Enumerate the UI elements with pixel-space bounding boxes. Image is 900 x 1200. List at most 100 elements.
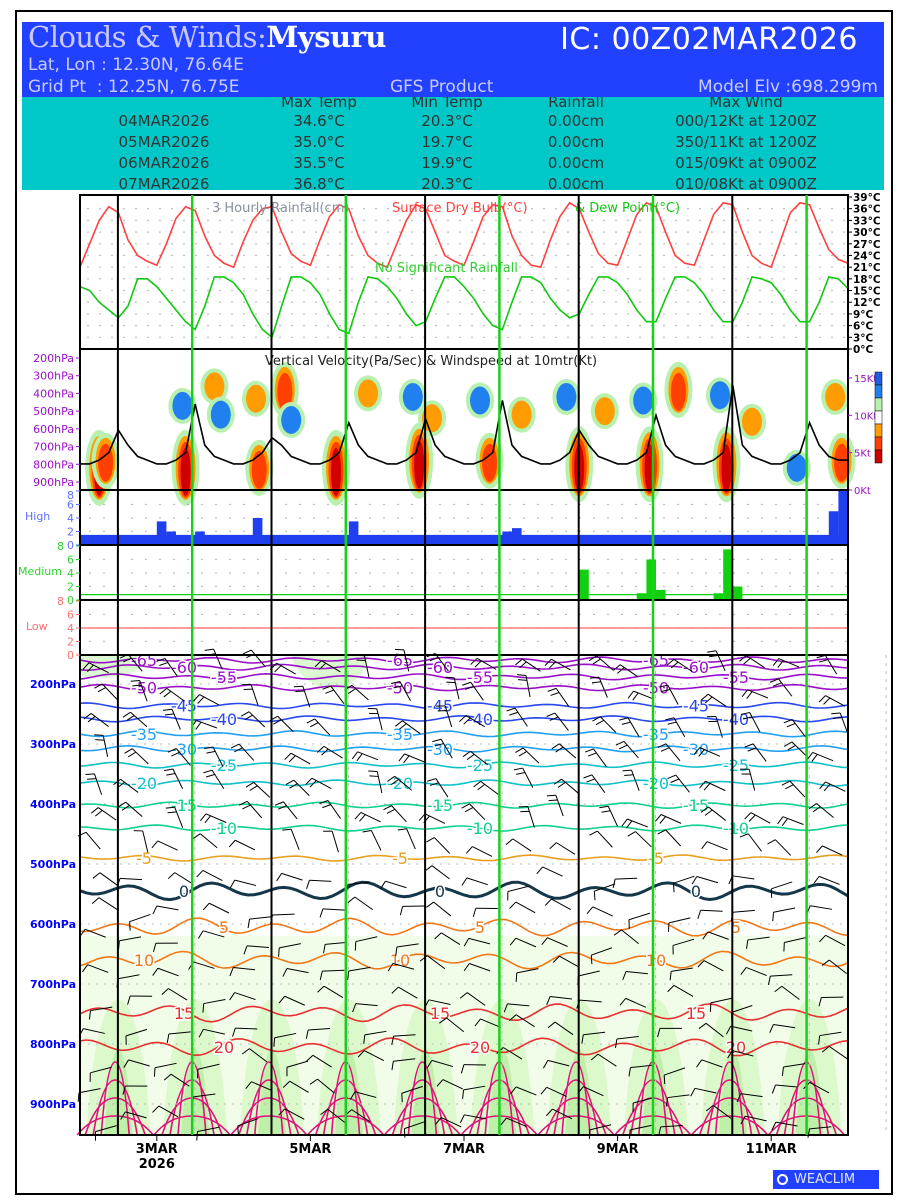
grid-dot [257,503,259,506]
barb-shaft [286,1060,309,1068]
grid-dot [439,572,441,574]
grid-dot [687,324,689,327]
grid-dot [327,278,329,280]
wind-barb [518,806,535,828]
grid-dot [723,266,725,268]
grid-dot [411,207,413,210]
grid-dot [467,558,469,561]
grid-dot [733,572,735,574]
grid-dot [789,572,791,574]
grid-dot [111,243,113,245]
barb-shaft [770,974,793,977]
grid-dot [291,207,293,210]
barb-flag [769,1024,774,1033]
wind-barb [163,1073,190,1087]
barb-shaft [330,685,345,704]
barb-shaft [130,711,148,728]
grid-dot [775,530,777,533]
barb-flag [459,992,468,999]
vv-fill [670,372,686,411]
grid-dot [699,324,701,327]
barb-shaft [664,1067,686,1076]
barb-flag [516,772,526,775]
grid-dot [663,289,665,292]
barb-shaft [78,1088,101,1094]
grid-dot [351,207,353,210]
barb-shaft [212,746,224,767]
grid-dot [843,336,845,339]
grid-dot [627,219,629,222]
barb-shaft [633,690,655,700]
barb-flag [549,842,557,850]
grid-dot [255,278,257,280]
wind-barb [354,811,381,823]
grid-dot [387,289,389,292]
wind-barb [473,780,499,795]
date-tick-line: 11MAR [746,1142,797,1157]
grid-dot [591,324,593,327]
barb-flag [152,1105,160,1113]
barb-shaft [522,747,540,764]
grid-dot [195,278,197,280]
grid-dot [327,254,329,257]
wind-barb [589,830,613,848]
grid-dot [183,266,185,268]
barb-shaft [707,931,729,940]
grid-dot [315,207,317,210]
barb-flag [707,650,717,653]
grid-dot [327,301,329,303]
grid-dot [795,301,797,303]
grid-dot [663,517,665,519]
barb-flag [781,780,791,786]
barb-flag [460,1064,465,1074]
grid-dot [195,254,197,257]
grid-dot [447,324,449,327]
barb-flag [347,688,356,694]
barb-flag [171,751,180,757]
barb-shaft [199,833,218,849]
barb-shaft [829,959,847,975]
barb-shaft [279,943,301,949]
grid-dot [397,558,399,561]
wind-barb [125,1028,148,1045]
contour-label: -55 [723,668,749,687]
grid-dot [195,266,197,268]
barb-flag [670,778,680,783]
wind-barb [806,905,833,915]
wind-barb [202,902,230,914]
grid-dot [735,254,737,257]
summary-cell-min: 19.7°C [421,133,473,151]
grid-dot [279,231,281,233]
grid-dot [459,324,461,327]
wind-barb [503,1003,530,1013]
grid-dot [519,289,521,292]
grid-dot [339,278,341,280]
date-tick-label: 7MAR [443,1142,485,1157]
wind-barb [391,986,418,999]
grid-dot [355,640,357,643]
wind-barb [153,1062,177,1077]
grid-dot [327,613,329,616]
barb-flag [278,805,287,810]
barb-flag [152,905,158,915]
barb-shaft [740,1093,763,1098]
grid-dot [399,289,401,292]
grid-dot [99,336,101,339]
barb-shaft [633,1097,655,1104]
vv-fill [246,384,266,413]
barb-flag [309,1078,318,1085]
low-cloud-tick-label: 6 [67,609,74,622]
barb-shaft [249,1048,268,1063]
grid-dot [775,613,777,616]
barb-flag [500,1117,507,1126]
wind-barb [726,1025,753,1035]
grid-dot [519,324,521,327]
grid-dot [471,207,473,210]
grid-dot [435,301,437,303]
barb-shaft [791,719,806,738]
grid-dot [267,231,269,233]
grid-dot [831,243,833,245]
vv-cell [782,449,811,486]
barb-shaft [117,974,140,980]
grid-dot [771,336,773,339]
